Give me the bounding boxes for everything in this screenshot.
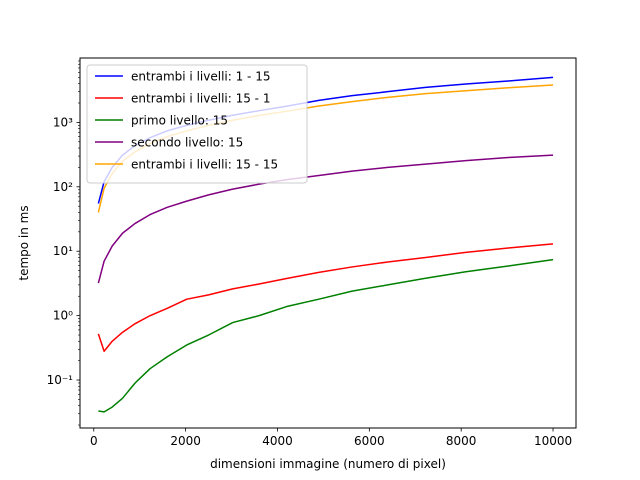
x-tick-label: 0 — [90, 434, 98, 448]
x-tick-label: 10000 — [534, 434, 572, 448]
series-line-4 — [97, 154, 554, 284]
y-axis: 10⁻¹ 10⁰ 10¹ 10² 10³ — [47, 60, 80, 426]
series-line-3 — [98, 258, 554, 413]
legend-label: entrambi i livelli: 1 - 15 — [131, 70, 270, 84]
y-tick-label: 10³ — [53, 115, 73, 129]
legend-label: secondo livello: 15 — [131, 136, 243, 150]
x-tick-label: 4000 — [262, 434, 293, 448]
series-line-2 — [97, 243, 554, 352]
legend-label: primo livello: 15 — [131, 114, 228, 128]
x-tick-label: 2000 — [170, 434, 201, 448]
x-axis: 0 2000 4000 6000 8000 10000 — [90, 428, 572, 448]
legend: entrambi i livelli: 1 - 15 entrambi i liv… — [86, 64, 308, 184]
x-tick-label: 8000 — [446, 434, 477, 448]
y-tick-label: 10¹ — [53, 244, 73, 258]
y-tick-label: 10⁰ — [53, 309, 73, 323]
y-tick-label: 10⁻¹ — [47, 373, 74, 387]
legend-box — [86, 64, 308, 184]
y-axis-label: tempo in ms — [17, 205, 31, 280]
legend-label: entrambi i livelli: 15 - 15 — [131, 158, 278, 172]
x-axis-label: dimensioni immagine (numero di pixel) — [210, 457, 446, 471]
plot-area-frame — [79, 57, 577, 429]
legend-label: entrambi i livelli: 15 - 1 — [131, 92, 270, 106]
y-tick-label: 10² — [53, 180, 73, 194]
x-tick-label: 6000 — [354, 434, 385, 448]
